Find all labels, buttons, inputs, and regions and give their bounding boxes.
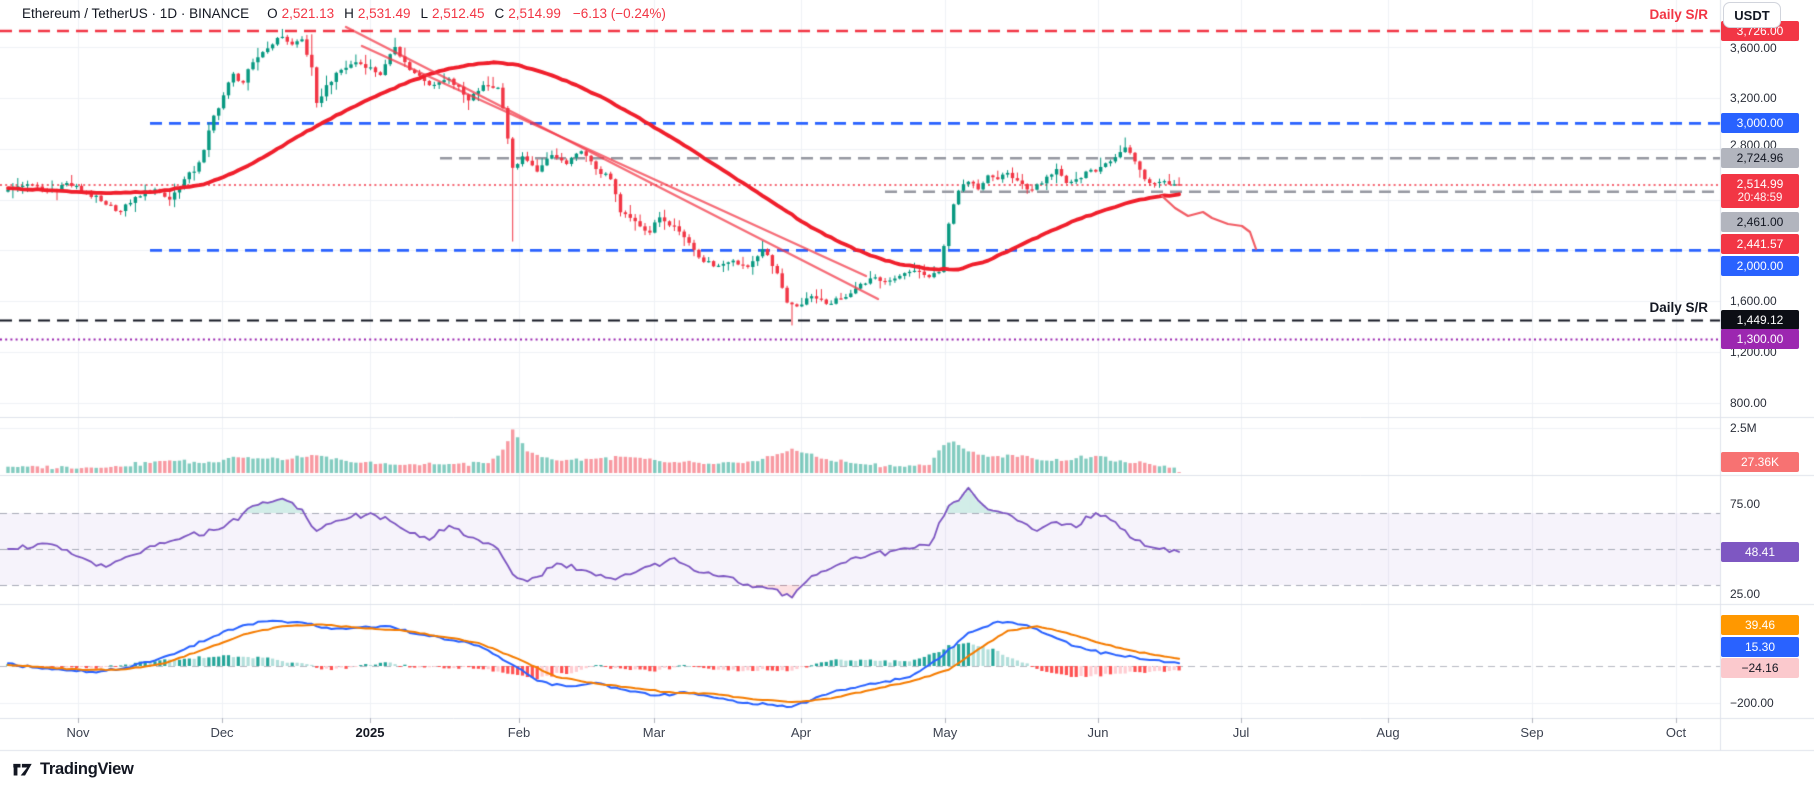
axis-label: 2.5M: [1730, 421, 1757, 435]
axis-label: 2,724.96: [1721, 148, 1799, 168]
tradingview-logo-text: TradingView: [40, 760, 134, 778]
axis-label: 15.30: [1721, 637, 1799, 657]
ohlc-low-label: L: [420, 6, 428, 21]
ohlc-close-value: 2,514.99: [508, 6, 561, 21]
axis-label: 48.41: [1721, 542, 1799, 562]
axis-label: 2,514.99 20:48:59: [1721, 174, 1799, 208]
time-axis-label: Sep: [1520, 725, 1544, 740]
axis-label: 1,449.12: [1721, 310, 1799, 330]
currency-toggle-button[interactable]: USDT: [1723, 2, 1781, 28]
axis-label: 3,000.00: [1721, 113, 1799, 133]
ohlc-high-label: H: [344, 6, 354, 21]
tradingview-icon: [12, 759, 33, 780]
price-axis[interactable]: 3,600.00 3,200.00 2,800.00 1,600.00 1,200.00…: [1720, 0, 1814, 750]
axis-label: 1,600.00: [1730, 294, 1777, 308]
time-axis-label: Nov: [66, 725, 90, 740]
time-axis-label: Feb: [507, 725, 531, 740]
axis-label: 3,600.00: [1730, 41, 1777, 55]
time-axis-label: Apr: [790, 725, 812, 740]
axis-label: 800.00: [1730, 396, 1767, 410]
ohlc-open-label: O: [267, 6, 278, 21]
axis-label: −200.00: [1730, 696, 1774, 710]
axis-label: 1,300.00: [1721, 329, 1799, 349]
tradingview-logo[interactable]: TradingView: [12, 759, 134, 780]
axis-label: −24.16: [1721, 658, 1799, 678]
axis-label: 39.46: [1721, 615, 1799, 635]
ohlc-open-value: 2,521.13: [281, 6, 335, 21]
axis-label: 27.36K: [1721, 452, 1799, 472]
axis-label: 2,461.00: [1721, 212, 1799, 232]
time-axis-label: Aug: [1376, 725, 1400, 740]
daily-sr-label-top: Daily S/R: [1649, 7, 1708, 22]
ohlc-close-label: C: [494, 6, 505, 21]
axis-label: 2,000.00: [1721, 256, 1799, 276]
time-axis-label: Jun: [1087, 725, 1109, 740]
symbol-title[interactable]: Ethereum / TetherUS · 1D · BINANCE: [22, 6, 250, 21]
daily-sr-label-mid: Daily S/R: [1649, 300, 1708, 315]
ohlc-low-value: 2,512.45: [431, 6, 485, 21]
axis-label: 2,441.57: [1721, 234, 1799, 254]
time-axis-label: Dec: [210, 725, 234, 740]
time-axis-label: 2025: [355, 725, 385, 740]
axis-label: 25.00: [1730, 587, 1761, 601]
ohlc-high-value: 2,531.49: [357, 6, 411, 21]
axis-label: 3,200.00: [1730, 91, 1777, 105]
symbol-header: Ethereum / TetherUS · 1D · BINANCE O 2,5…: [22, 6, 666, 21]
axis-label: 75.00: [1730, 497, 1761, 511]
time-axis-label: Oct: [1665, 725, 1687, 740]
change-value: −6.13 (−0.24%): [572, 6, 666, 21]
time-axis-label: May: [932, 725, 958, 740]
time-axis-label: Mar: [642, 725, 666, 740]
time-axis-label: Jul: [1232, 725, 1250, 740]
